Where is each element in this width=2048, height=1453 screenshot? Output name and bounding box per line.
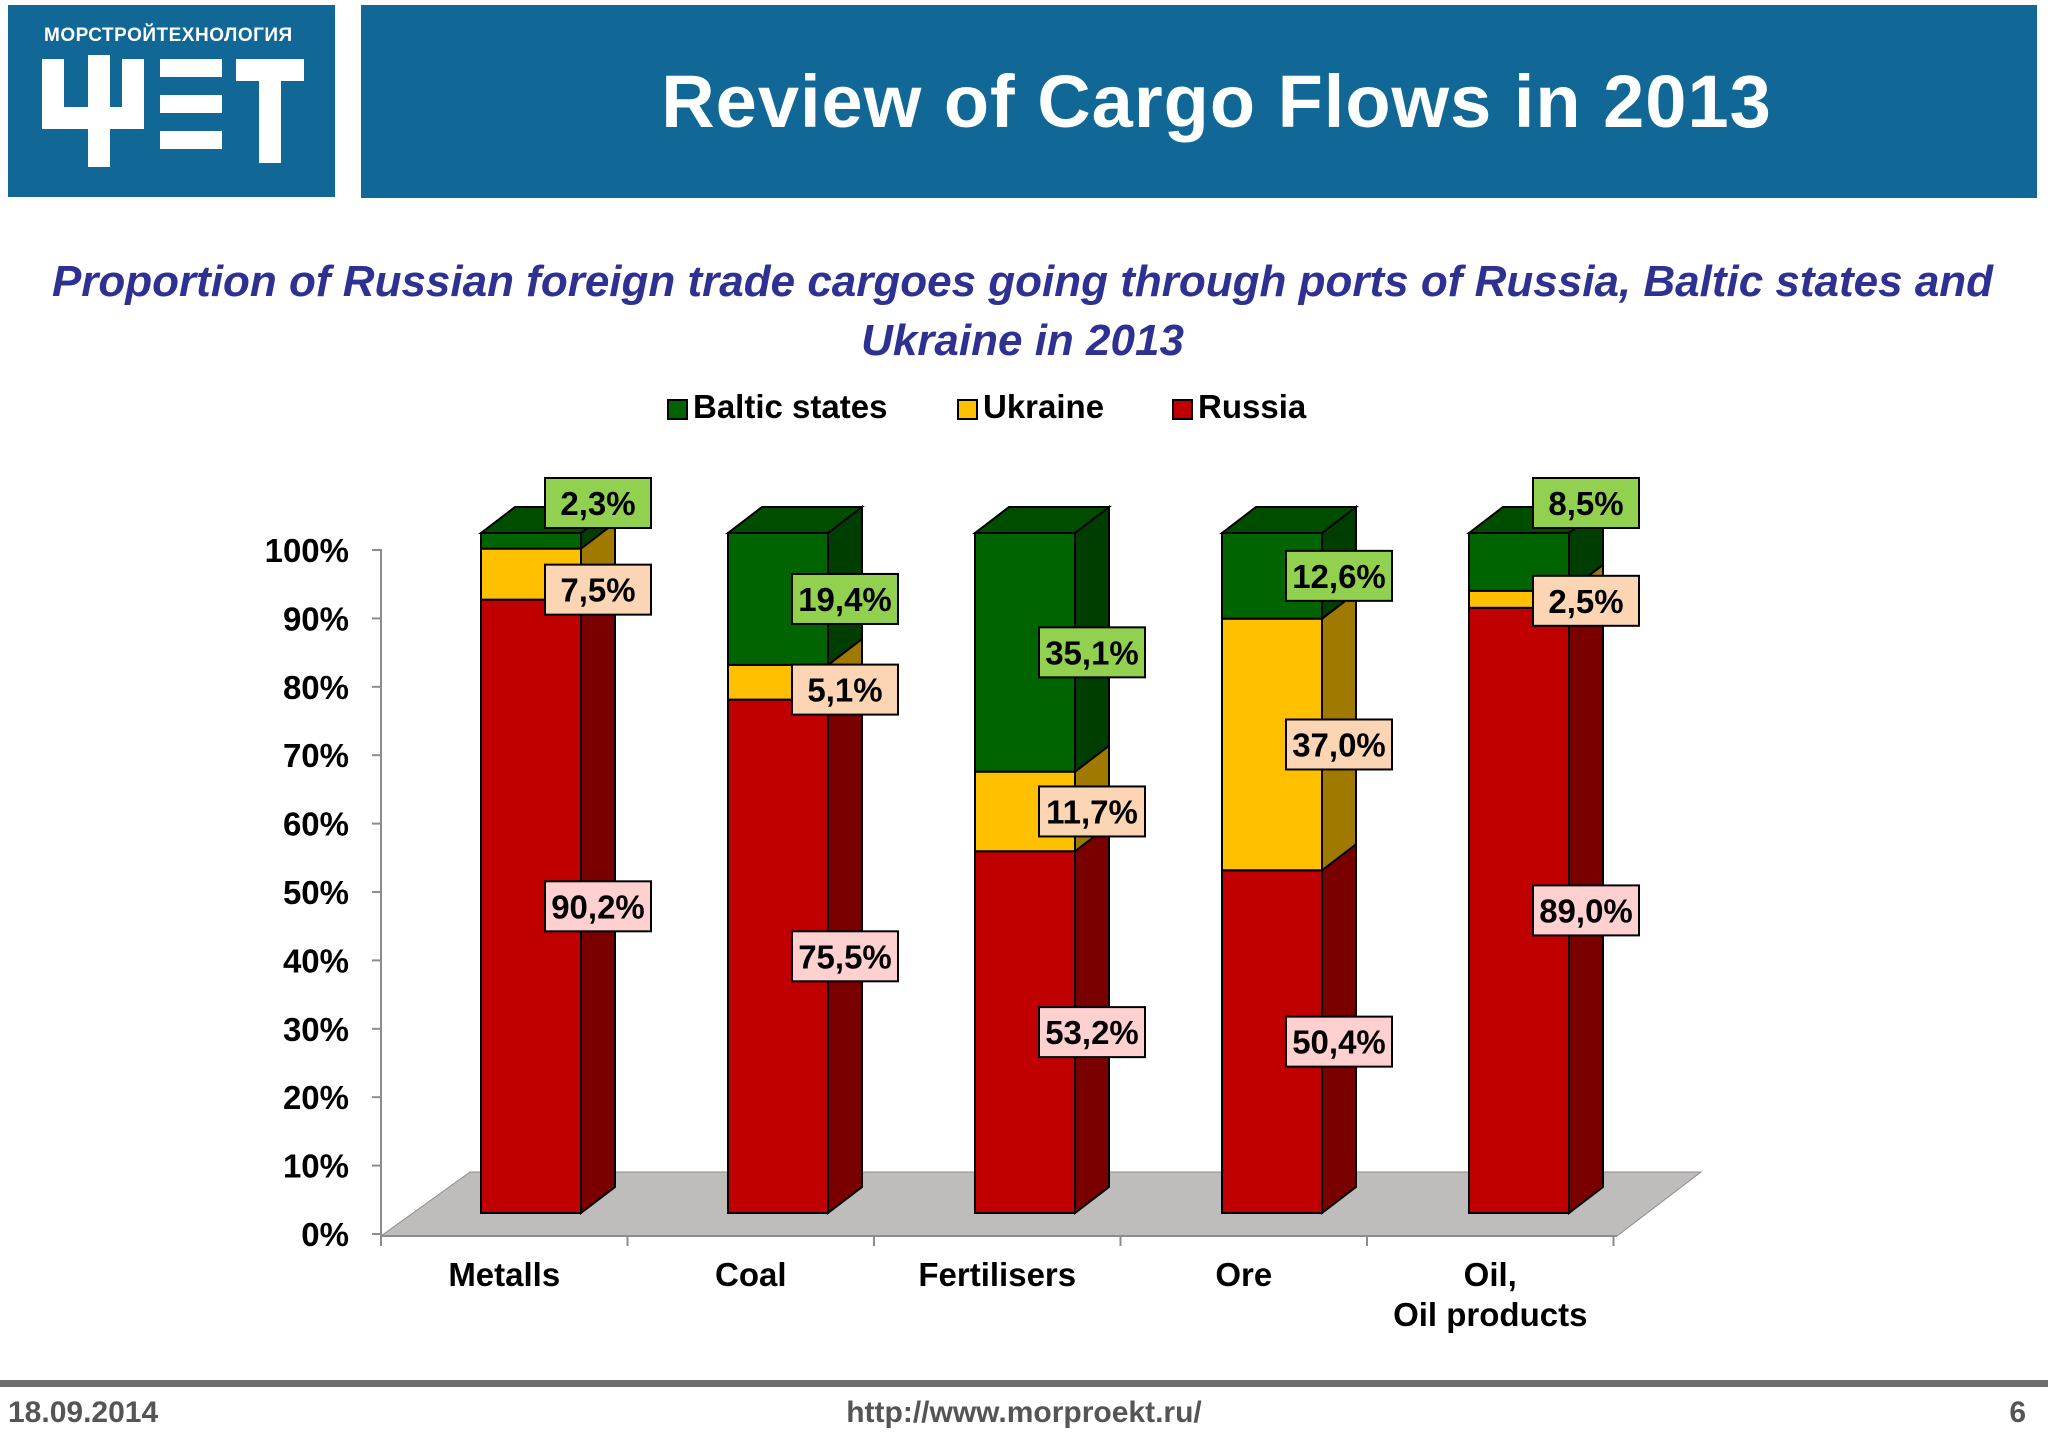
bar-top-face xyxy=(972,506,1112,534)
legend-label: Baltic states xyxy=(693,388,887,425)
y-axis-tick-label: 100% xyxy=(265,532,349,569)
data-label-box xyxy=(1038,785,1146,838)
data-label: 19,4% xyxy=(798,581,892,618)
data-label: 12,6% xyxy=(1292,558,1386,595)
bar-top-face xyxy=(1219,506,1359,534)
x-axis-category-label: Fertilisers xyxy=(918,1256,1076,1293)
data-label: 90,2% xyxy=(551,888,645,925)
data-label-box xyxy=(1532,477,1640,529)
legend-swatch xyxy=(1172,399,1193,420)
footer-url: http://www.morproekt.ru/ xyxy=(846,1396,1202,1429)
legend-label: Ukraine xyxy=(983,388,1104,425)
data-label: 75,5% xyxy=(798,938,892,975)
data-label-box xyxy=(544,880,652,933)
x-axis-category-label: Oil, xyxy=(1464,1256,1517,1293)
y-axis-tick-label: 70% xyxy=(283,737,349,774)
data-label-box xyxy=(544,477,652,529)
y-axis-tick-label: 50% xyxy=(283,874,349,911)
data-label: 53,2% xyxy=(1045,1014,1139,1051)
data-label-box xyxy=(1285,549,1393,602)
data-label-box xyxy=(1285,1015,1393,1068)
legend-swatch xyxy=(667,399,688,420)
chart-title: Proportion of Russian foreign trade carg… xyxy=(51,257,1994,365)
legend-label: Russia xyxy=(1198,388,1307,425)
x-axis-category-label: Oil products xyxy=(1393,1296,1587,1333)
logo-mark-icon xyxy=(42,55,304,167)
y-axis-tick-label: 40% xyxy=(283,942,349,979)
bar-segment-front xyxy=(480,532,582,550)
data-label-box xyxy=(1038,626,1146,679)
x-axis-category-label: Ore xyxy=(1215,1256,1272,1293)
data-label-box xyxy=(791,663,899,716)
logo-caption: МОРСТРОЙТЕХНОЛОГИЯ xyxy=(44,25,293,46)
y-axis-tick-label: 60% xyxy=(283,806,349,843)
data-label: 7,5% xyxy=(560,572,635,609)
x-axis-category-label: Metalls xyxy=(448,1256,560,1293)
data-label: 50,4% xyxy=(1292,1024,1386,1061)
footer-date: 18.09.2014 xyxy=(8,1396,159,1429)
data-label: 37,0% xyxy=(1292,726,1386,763)
x-axis-category-label: Coal xyxy=(715,1256,787,1293)
data-label-box xyxy=(791,930,899,983)
y-axis-tick-label: 30% xyxy=(283,1011,349,1048)
data-label-box xyxy=(544,563,652,616)
y-axis-tick-label: 80% xyxy=(283,669,349,706)
data-label-box xyxy=(1532,574,1640,627)
legend-swatch xyxy=(957,399,978,420)
page-number: 6 xyxy=(2009,1396,2026,1429)
data-label: 2,5% xyxy=(1548,583,1623,620)
data-label-box xyxy=(791,572,899,625)
data-label-box xyxy=(1285,718,1393,771)
data-label: 2,3% xyxy=(560,485,635,522)
page-title: Review of Cargo Flows in 2013 xyxy=(661,60,1772,143)
data-label: 89,0% xyxy=(1539,892,1633,929)
y-axis-tick-label: 20% xyxy=(283,1079,349,1116)
footer-divider xyxy=(0,1380,2048,1387)
data-label-box xyxy=(1532,884,1640,937)
bar-top-face xyxy=(725,506,865,534)
logo: МОРСТРОЙТЕХНОЛОГИЯ xyxy=(8,5,335,197)
title-banner: Review of Cargo Flows in 2013 xyxy=(361,5,2037,198)
data-label: 8,5% xyxy=(1548,485,1623,522)
data-label-box xyxy=(1038,1006,1146,1059)
data-label: 5,1% xyxy=(807,672,882,709)
y-axis-tick-label: 10% xyxy=(283,1148,349,1185)
data-label: 11,7% xyxy=(1046,793,1138,830)
data-label: 35,1% xyxy=(1045,634,1139,671)
y-axis-tick-label: 0% xyxy=(301,1216,349,1253)
y-axis-tick-label: 90% xyxy=(283,600,349,637)
